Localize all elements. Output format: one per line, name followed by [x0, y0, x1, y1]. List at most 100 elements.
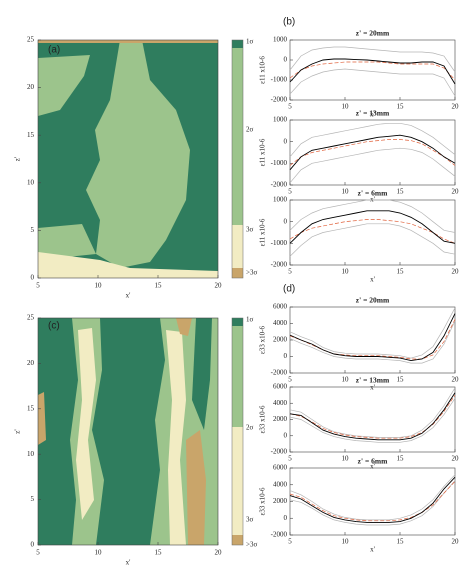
- colorbar-label: 3σ: [246, 516, 254, 524]
- y-tick-label: 4000: [273, 480, 288, 488]
- x-tick-label: 10: [342, 538, 350, 546]
- series-line: [289, 387, 456, 438]
- x-tick-label: 20: [452, 455, 460, 463]
- series-line: [289, 476, 456, 523]
- y-tick-label: 0: [284, 56, 288, 64]
- y-axis-label: ε11 x10-6: [259, 218, 267, 246]
- axes-frame: [289, 306, 456, 374]
- y-tick-label: 1000: [273, 196, 288, 204]
- series-line: [289, 134, 456, 171]
- y-tick-label: 20: [27, 83, 35, 91]
- map-a-field: [38, 40, 218, 278]
- x-tick-label: 5: [288, 268, 292, 276]
- x-tick-label: 20: [215, 282, 223, 290]
- colorbar-label: 2σ: [246, 424, 254, 432]
- map-region: [186, 430, 206, 545]
- map-region: [38, 40, 218, 43]
- axes-frame: [289, 39, 456, 101]
- panel-label: (a): [48, 45, 60, 56]
- y-tick-label: -2000: [271, 531, 288, 539]
- y-tick-label: 2000: [273, 336, 288, 344]
- y-tick-label: -2000: [271, 181, 288, 189]
- x-tick-label: 5: [288, 103, 292, 111]
- series-line: [289, 313, 456, 362]
- axes-frame: [289, 119, 456, 186]
- y-tick-label: -1000: [271, 239, 288, 247]
- y-axis-label: ε11 x10-6: [259, 138, 267, 166]
- x-tick-label: 20: [452, 538, 460, 546]
- map-region: [166, 330, 186, 545]
- chart-title: z' = 20mm: [356, 296, 390, 305]
- x-axis-label: x': [126, 292, 131, 300]
- x-axis-label: x': [370, 196, 375, 204]
- series-line: [289, 223, 456, 257]
- y-tick-label: 10: [27, 178, 35, 186]
- y-tick-label: 6000: [273, 383, 288, 391]
- chart-title: z' = 13mm: [356, 109, 390, 118]
- colorbar-segment: [232, 326, 243, 427]
- x-axis-label: x': [370, 111, 375, 119]
- chart-title: z' = 6mm: [358, 189, 388, 198]
- x-tick-label: 10: [95, 549, 103, 557]
- series-line: [289, 61, 456, 81]
- series-line: [289, 139, 456, 166]
- y-tick-label: 25: [27, 314, 35, 322]
- series-line: [289, 394, 456, 439]
- y-tick-label: 0: [284, 431, 288, 439]
- y-tick-label: 6000: [273, 303, 288, 311]
- map-region: [86, 40, 190, 268]
- panel-label: (b): [283, 17, 295, 28]
- series-line: [289, 481, 456, 522]
- colorbar-label: 1σ: [246, 316, 254, 324]
- y-tick-label: 0: [284, 137, 288, 145]
- map-region: [38, 252, 218, 278]
- y-tick-label: 0: [31, 541, 35, 549]
- y-tick-label: 5: [31, 226, 35, 234]
- series-line: [289, 320, 456, 364]
- map-region: [176, 318, 192, 336]
- y-tick-label: -2000: [271, 96, 288, 104]
- colorbar-segment: [232, 268, 243, 278]
- colorbar-label: >3σ: [246, 269, 257, 277]
- y-tick-label: 25: [27, 36, 35, 44]
- map-region: [38, 55, 90, 116]
- x-tick-label: 10: [95, 282, 103, 290]
- colorbar-segment: [232, 48, 243, 225]
- x-axis-label: x': [370, 463, 375, 471]
- y-tick-label: 15: [27, 131, 35, 139]
- y-tick-label: 4000: [273, 399, 288, 407]
- x-tick-label: 5: [288, 376, 292, 384]
- panel-label: (c): [48, 321, 60, 332]
- y-tick-label: 6000: [273, 464, 288, 472]
- colorbar-frame: [231, 317, 244, 546]
- y-tick-label: -1000: [271, 76, 288, 84]
- chart-title: z' = 20mm: [356, 29, 390, 38]
- colorbar-segment: [232, 427, 243, 535]
- x-tick-label: 5: [36, 549, 40, 557]
- y-tick-label: 5: [31, 495, 35, 503]
- colorbar-label: >3σ: [246, 541, 257, 549]
- colorbar-frame: [231, 39, 244, 279]
- y-tick-label: 0: [284, 217, 288, 225]
- x-tick-label: 5: [36, 282, 40, 290]
- x-tick-label: 15: [397, 376, 405, 384]
- x-tick-label: 15: [397, 455, 405, 463]
- x-tick-label: 10: [342, 455, 350, 463]
- y-tick-label: 0: [31, 274, 35, 282]
- x-axis-label: x': [126, 559, 131, 567]
- series-line: [289, 68, 456, 97]
- x-tick-label: 15: [397, 188, 405, 196]
- series-line: [289, 122, 456, 158]
- map-region: [38, 224, 96, 260]
- x-tick-label: 15: [397, 103, 405, 111]
- colorbar-segment: [232, 225, 243, 268]
- map-c-field: [38, 318, 218, 545]
- series-line: [289, 147, 456, 184]
- x-tick-label: 10: [342, 376, 350, 384]
- x-tick-label: 15: [155, 549, 163, 557]
- x-tick-label: 20: [452, 376, 460, 384]
- series-line: [289, 392, 456, 441]
- colorbar-segment: [232, 318, 243, 326]
- series-line: [289, 319, 456, 360]
